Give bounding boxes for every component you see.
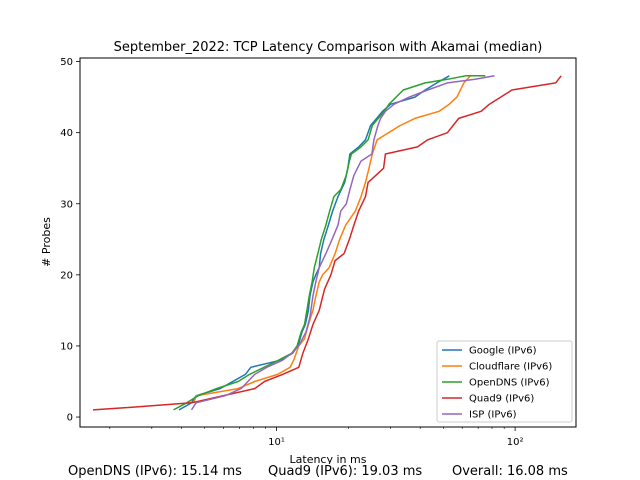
y-tick-label-1: 10 — [60, 341, 73, 352]
y-tick-label-3: 30 — [60, 199, 73, 210]
y-axis-ticks: 0 10 20 30 40 50 — [60, 57, 80, 424]
legend-label-3: Quad9 (IPv6) — [469, 394, 534, 405]
x-tick-label-1: 10² — [507, 437, 524, 448]
series-line-0 — [178, 75, 450, 411]
plot-frame — [79, 57, 577, 428]
legend-label-4: ISP (IPv6) — [469, 410, 517, 421]
latency-chart: September_2022: TCP Latency Comparison w… — [40, 40, 577, 464]
overall-median: Overall: 16.08 ms — [452, 464, 568, 479]
y-tick-label-5: 50 — [60, 57, 73, 68]
y-axis-label: # Probes — [40, 217, 53, 267]
x-axis-ticks: 10¹ 10² — [109, 427, 524, 448]
y-tick-label-4: 40 — [60, 128, 73, 139]
x-axis-label: Latency in ms — [290, 453, 367, 464]
plot-lines — [92, 75, 562, 411]
legend: Google (IPv6) Cloudflare (IPv6) OpenDNS (I… — [436, 340, 573, 423]
quad9-median: Quad9 (IPv6): 19.03 ms — [268, 464, 423, 479]
x-tick-label-0: 10¹ — [268, 437, 285, 448]
series-line-4 — [190, 75, 495, 411]
series-line-1 — [193, 75, 472, 404]
y-tick-label-0: 0 — [67, 413, 73, 424]
legend-label-0: Google (IPv6) — [469, 346, 537, 357]
chart-title: September_2022: TCP Latency Comparison w… — [114, 40, 543, 55]
y-tick-label-2: 20 — [60, 270, 73, 281]
opendns-median: OpenDNS (IPv6): 15.14 ms — [68, 464, 242, 479]
legend-box — [436, 340, 573, 423]
legend-label-1: Cloudflare (IPv6) — [469, 362, 552, 373]
summary-footer: OpenDNS (IPv6): 15.14 ms Quad9 (IPv6): 1… — [0, 464, 640, 480]
series-line-2 — [173, 75, 486, 411]
legend-label-2: OpenDNS (IPv6) — [469, 378, 550, 389]
series-line-3 — [92, 75, 562, 411]
